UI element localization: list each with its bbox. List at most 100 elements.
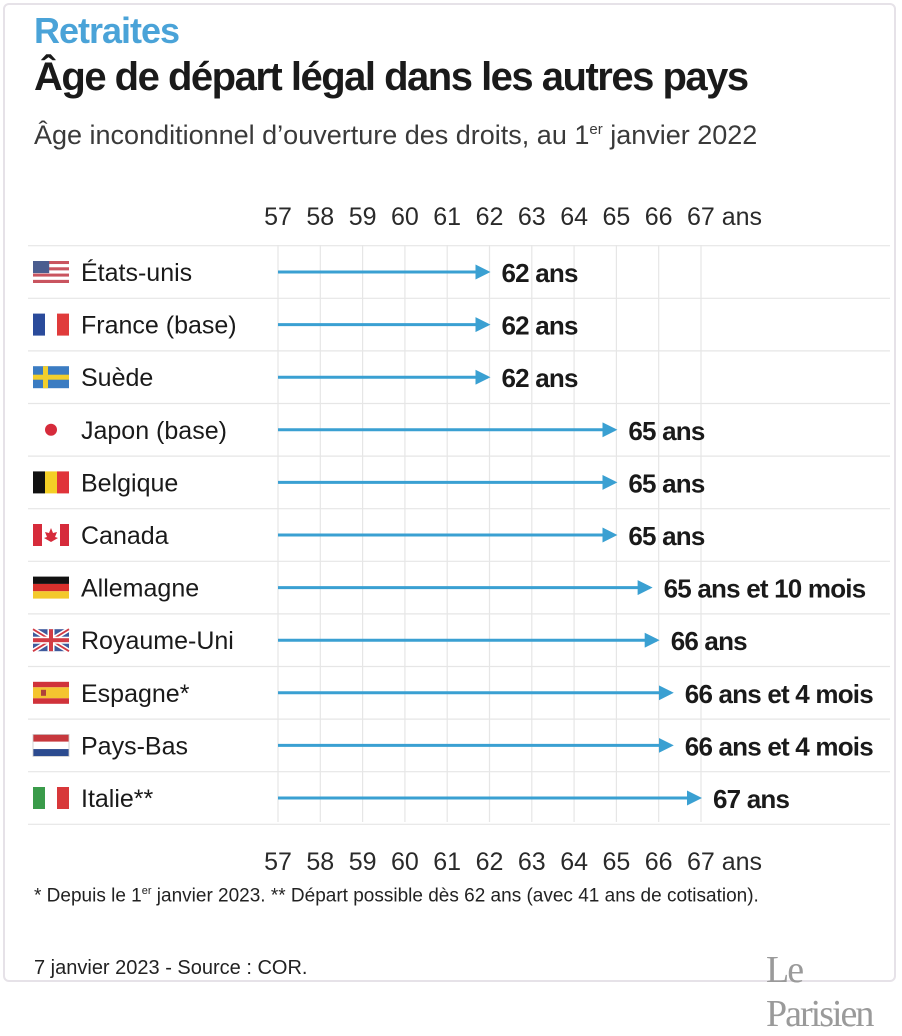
flag-stripe bbox=[33, 267, 69, 271]
tick-label-bottom: 63 bbox=[518, 848, 546, 876]
flag-canton bbox=[33, 261, 50, 274]
flag-stripe bbox=[33, 279, 69, 283]
flag-band bbox=[33, 687, 69, 699]
tick-label-bottom: 58 bbox=[306, 848, 334, 876]
chart-row: États-unis 62 ans bbox=[33, 258, 579, 288]
tick-label-top: 57 bbox=[264, 203, 292, 231]
country-label: Belgique bbox=[81, 469, 178, 497]
tick-label-bottom: 67 ans bbox=[687, 848, 762, 876]
flag-germany-icon bbox=[33, 576, 69, 599]
value-label: 62 ans bbox=[502, 311, 578, 341]
chart-row: France (base) 62 ans bbox=[33, 311, 579, 341]
flag-band bbox=[33, 741, 69, 750]
flag-band bbox=[33, 749, 69, 757]
flag-band bbox=[33, 313, 45, 336]
card-frame bbox=[3, 3, 896, 982]
flag-band bbox=[33, 524, 42, 546]
flag-band bbox=[33, 698, 69, 704]
tick-label-top: 65 bbox=[602, 203, 630, 231]
chart-title: Âge de départ légal dans les autres pays bbox=[34, 55, 749, 99]
chart-row: Suède 62 ans bbox=[33, 363, 579, 393]
flag-band bbox=[57, 471, 69, 494]
chart-subtitle: Âge inconditionnel d’ouverture des droit… bbox=[34, 120, 757, 151]
tick-label-top: 61 bbox=[433, 203, 461, 231]
flag-cross-red bbox=[49, 629, 53, 652]
flag-stripe bbox=[33, 264, 69, 268]
flag-disc bbox=[45, 423, 57, 436]
tick-label-bottom: 66 bbox=[645, 848, 673, 876]
subtitle-sup: er bbox=[589, 121, 603, 138]
tick-label-top: 62 bbox=[476, 203, 504, 231]
tick-label-top: 67 ans bbox=[687, 203, 762, 231]
chart-row: Allemagne 65 ans et 10 mois bbox=[33, 574, 867, 604]
flag-stripe bbox=[33, 276, 69, 280]
country-label: Espagne* bbox=[81, 680, 190, 708]
tick-label-top: 66 bbox=[645, 203, 673, 231]
flag-italy-icon bbox=[33, 787, 69, 809]
tick-label-bottom: 62 bbox=[476, 848, 504, 876]
flag-netherlands-icon bbox=[32, 734, 70, 757]
country-label: Canada bbox=[81, 522, 169, 550]
le-parisien-logo: Le Parisien bbox=[766, 949, 874, 1035]
footnote-sup: er bbox=[141, 885, 152, 897]
subtitle-main: Âge inconditionnel d’ouverture des droit… bbox=[34, 120, 590, 150]
flag-stripe bbox=[33, 261, 69, 265]
flag-us-icon bbox=[33, 261, 69, 283]
chart-row: Pays-Bas 66 ans et 4 mois bbox=[32, 731, 874, 761]
value-label: 66 ans bbox=[671, 626, 747, 656]
country-label: France (base) bbox=[81, 312, 237, 340]
chart-row: Belgique 65 ans bbox=[33, 468, 706, 498]
value-label: 62 ans bbox=[502, 363, 578, 393]
country-label: Italie** bbox=[81, 785, 154, 813]
value-label: 65 ans et 10 mois bbox=[664, 574, 866, 604]
flag-band bbox=[33, 471, 45, 494]
flag-spain-icon bbox=[33, 681, 69, 704]
subtitle-end: janvier 2022 bbox=[602, 120, 758, 150]
value-label: 65 ans bbox=[628, 468, 704, 498]
chart-row: Japon (base) 65 ans bbox=[33, 416, 706, 446]
footnote-start: * Depuis le 1 bbox=[34, 885, 142, 907]
tick-label-bottom: 64 bbox=[560, 848, 588, 876]
kicker: Retraites bbox=[34, 10, 180, 51]
value-label: 67 ans bbox=[713, 784, 789, 814]
flag-band bbox=[45, 471, 57, 494]
footnote-end: janvier 2023. ** Départ possible dès 62 … bbox=[151, 885, 759, 907]
flag-band bbox=[60, 524, 69, 546]
value-label: 62 ans bbox=[502, 258, 578, 288]
flag-stripe bbox=[33, 270, 69, 274]
chart-row: Royaume-Uni 66 ans bbox=[31, 626, 748, 656]
value-label: 66 ans et 4 mois bbox=[685, 679, 873, 709]
value-label: 65 ans bbox=[628, 521, 704, 551]
tick-label-bottom: 61 bbox=[433, 848, 461, 876]
country-label: Suède bbox=[81, 364, 153, 392]
axis-bottom: 57 58 59 60 61 62 63 64 65 66 67 ans bbox=[264, 848, 762, 876]
flag-band bbox=[33, 583, 69, 592]
flag-uk-icon bbox=[31, 627, 71, 654]
chart-row: Italie** 67 ans bbox=[33, 784, 790, 814]
flag-band bbox=[33, 734, 69, 742]
tick-label-bottom: 60 bbox=[391, 848, 419, 876]
flag-belgium-icon bbox=[33, 471, 69, 494]
tick-label-top: 59 bbox=[349, 203, 377, 231]
flag-sweden-icon bbox=[33, 366, 69, 389]
flag-band bbox=[45, 787, 57, 809]
flag-outline bbox=[32, 734, 70, 757]
country-label: Allemagne bbox=[81, 575, 199, 603]
tick-label-top: 63 bbox=[518, 203, 546, 231]
flag-band bbox=[45, 313, 57, 336]
tick-label-bottom: 65 bbox=[602, 848, 630, 876]
flag-france-icon bbox=[33, 313, 69, 336]
value-label: 65 ans bbox=[628, 416, 704, 446]
tick-label-top: 64 bbox=[560, 203, 588, 231]
tick-label-top: 58 bbox=[306, 203, 334, 231]
flag-band bbox=[33, 591, 69, 599]
tick-label-bottom: 59 bbox=[349, 848, 377, 876]
flag-canada-icon bbox=[33, 524, 69, 546]
flag-band bbox=[33, 787, 45, 809]
chart: 57 58 59 60 61 62 63 64 65 66 67 ans 57 58 59 60 61 62 6… bbox=[28, 203, 890, 876]
flag-cross bbox=[33, 374, 69, 380]
tick-label-top: 60 bbox=[391, 203, 419, 231]
flag-band bbox=[57, 313, 69, 336]
footnote: * Depuis le 1er janvier 2023. ** Départ … bbox=[34, 885, 759, 907]
